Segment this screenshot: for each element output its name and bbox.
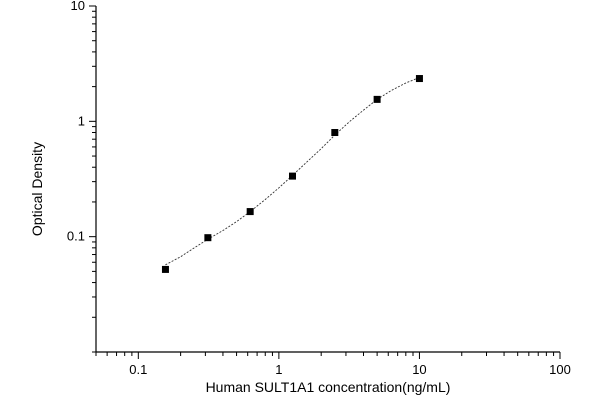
data-point — [289, 172, 296, 180]
fit-curve — [165, 77, 420, 266]
data-point — [161, 265, 169, 273]
data-point — [331, 129, 339, 137]
x-axis-title: Human SULT1A1 concentration(ng/mL) — [206, 379, 451, 395]
data-point — [373, 95, 381, 103]
x-tick-label: 1 — [275, 362, 282, 377]
y-axis-ticks: 0.1 1 10 — [67, 0, 96, 353]
x-tick-label: 0.1 — [129, 362, 147, 377]
data-point — [415, 75, 423, 83]
y-tick-label: 10 — [71, 0, 85, 13]
y-axis-title: Optical Density — [29, 142, 45, 236]
x-axis-ticks: 0.1 1 10 100 — [95, 352, 571, 377]
x-tick-label: 100 — [549, 362, 571, 377]
data-points — [161, 75, 423, 273]
data-point — [204, 234, 212, 242]
y-tick-label: 1 — [78, 113, 85, 128]
plot-area — [161, 75, 423, 273]
x-tick-label: 10 — [412, 362, 426, 377]
y-tick-label: 0.1 — [67, 229, 85, 244]
data-point — [246, 208, 254, 216]
